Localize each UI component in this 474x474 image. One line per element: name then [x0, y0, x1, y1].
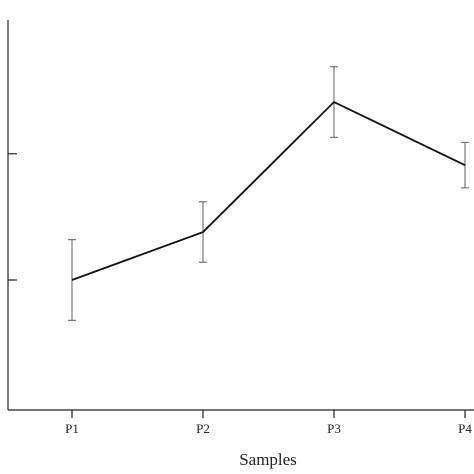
axes: P1 P2 P3 P4 — [7, 20, 474, 436]
error-bars — [68, 66, 469, 321]
x-tick-label: P1 — [65, 421, 79, 436]
x-axis-title: Samples — [239, 450, 297, 469]
x-tick-label: P4 — [458, 421, 472, 436]
x-ticks: P1 P2 P3 P4 — [65, 410, 472, 436]
series-line — [71, 100, 466, 281]
y-ticks — [8, 153, 17, 281]
x-tick-label: P3 — [327, 421, 341, 436]
x-tick-label: P2 — [196, 421, 210, 436]
